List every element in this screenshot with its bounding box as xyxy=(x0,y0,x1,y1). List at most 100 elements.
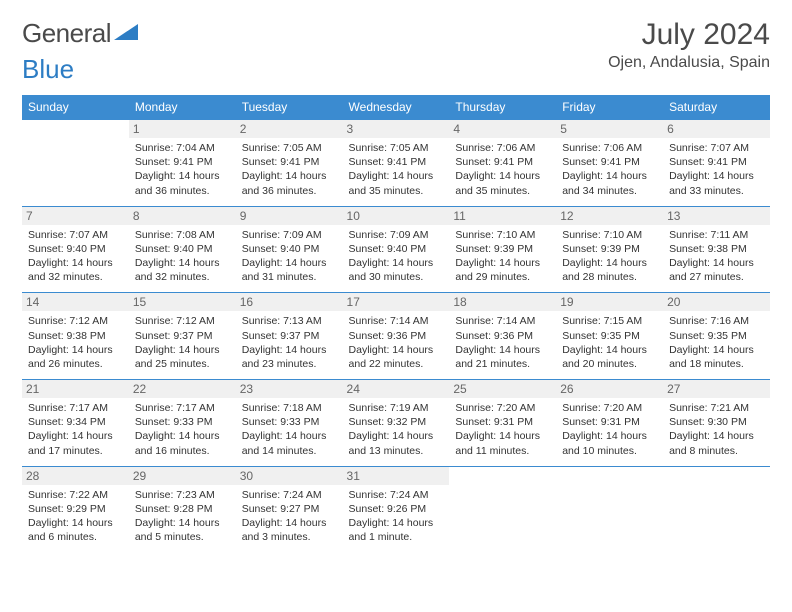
day-number: 4 xyxy=(449,120,556,138)
day-details: Sunrise: 7:08 AMSunset: 9:40 PMDaylight:… xyxy=(135,228,230,285)
calendar-day-cell: 23 Sunrise: 7:18 AMSunset: 9:33 PMDayligh… xyxy=(236,380,343,467)
calendar-day-cell: 20 Sunrise: 7:16 AMSunset: 9:35 PMDayligh… xyxy=(663,293,770,380)
day-details: Sunrise: 7:12 AMSunset: 9:37 PMDaylight:… xyxy=(135,314,230,371)
month-title: July 2024 xyxy=(608,18,770,52)
calendar-day-cell: 1 Sunrise: 7:04 AMSunset: 9:41 PMDaylight… xyxy=(129,120,236,207)
day-details: Sunrise: 7:17 AMSunset: 9:33 PMDaylight:… xyxy=(135,401,230,458)
calendar-day-cell: 24Sunrise: 7:19 AMSunset: 9:32 PMDayligh… xyxy=(343,380,450,467)
day-number: 11 xyxy=(449,207,556,225)
day-number: 27 xyxy=(663,380,770,398)
day-number: 24 xyxy=(343,380,450,398)
calendar-week-row: 14 Sunrise: 7:12 AMSunset: 9:38 PMDayligh… xyxy=(22,293,770,380)
day-details: Sunrise: 7:09 AMSunset: 9:40 PMDaylight:… xyxy=(349,228,444,285)
calendar-day-cell: 12 Sunrise: 7:10 AMSunset: 9:39 PMDayligh… xyxy=(556,206,663,293)
day-number: 8 xyxy=(129,207,236,225)
day-details: Sunrise: 7:18 AMSunset: 9:33 PMDaylight:… xyxy=(242,401,337,458)
title-block: July 2024 Ojen, Andalusia, Spain xyxy=(608,18,770,72)
day-details: Sunrise: 7:16 AMSunset: 9:35 PMDaylight:… xyxy=(669,314,764,371)
day-number: 25 xyxy=(449,380,556,398)
day-details: Sunrise: 7:24 AMSunset: 9:27 PMDaylight:… xyxy=(242,488,337,545)
day-details: Sunrise: 7:04 AMSunset: 9:41 PMDaylight:… xyxy=(135,141,230,198)
logo-triangle-icon xyxy=(114,23,140,41)
day-details: Sunrise: 7:07 AMSunset: 9:40 PMDaylight:… xyxy=(28,228,123,285)
day-number: 21 xyxy=(22,380,129,398)
calendar-day-cell: 6 Sunrise: 7:07 AMSunset: 9:41 PMDaylight… xyxy=(663,120,770,207)
day-details: Sunrise: 7:17 AMSunset: 9:34 PMDaylight:… xyxy=(28,401,123,458)
location: Ojen, Andalusia, Spain xyxy=(608,54,770,72)
calendar-day-cell: 3 Sunrise: 7:05 AMSunset: 9:41 PMDaylight… xyxy=(343,120,450,207)
calendar-day-cell: 2 Sunrise: 7:05 AMSunset: 9:41 PMDaylight… xyxy=(236,120,343,207)
day-number: 19 xyxy=(556,293,663,311)
day-number: 13 xyxy=(663,207,770,225)
day-number: 16 xyxy=(236,293,343,311)
calendar-day-cell: 8 Sunrise: 7:08 AMSunset: 9:40 PMDaylight… xyxy=(129,206,236,293)
day-details: Sunrise: 7:20 AMSunset: 9:31 PMDaylight:… xyxy=(455,401,550,458)
day-number: 1 xyxy=(129,120,236,138)
day-number: 20 xyxy=(663,293,770,311)
day-details: Sunrise: 7:13 AMSunset: 9:37 PMDaylight:… xyxy=(242,314,337,371)
day-details: Sunrise: 7:10 AMSunset: 9:39 PMDaylight:… xyxy=(455,228,550,285)
calendar-day-cell: 22 Sunrise: 7:17 AMSunset: 9:33 PMDayligh… xyxy=(129,380,236,467)
calendar-day-cell xyxy=(556,466,663,552)
day-number: 17 xyxy=(343,293,450,311)
day-details: Sunrise: 7:14 AMSunset: 9:36 PMDaylight:… xyxy=(349,314,444,371)
day-details: Sunrise: 7:21 AMSunset: 9:30 PMDaylight:… xyxy=(669,401,764,458)
weekday-header: Friday xyxy=(556,95,663,120)
day-details: Sunrise: 7:10 AMSunset: 9:39 PMDaylight:… xyxy=(562,228,657,285)
day-details: Sunrise: 7:15 AMSunset: 9:35 PMDaylight:… xyxy=(562,314,657,371)
day-number: 14 xyxy=(22,293,129,311)
calendar-day-cell: 21 Sunrise: 7:17 AMSunset: 9:34 PMDayligh… xyxy=(22,380,129,467)
day-details: Sunrise: 7:23 AMSunset: 9:28 PMDaylight:… xyxy=(135,488,230,545)
calendar-day-cell: 10Sunrise: 7:09 AMSunset: 9:40 PMDayligh… xyxy=(343,206,450,293)
calendar-body: 1 Sunrise: 7:04 AMSunset: 9:41 PMDaylight… xyxy=(22,120,770,553)
calendar-day-cell: 18Sunrise: 7:14 AMSunset: 9:36 PMDayligh… xyxy=(449,293,556,380)
day-number: 23 xyxy=(236,380,343,398)
weekday-header: Tuesday xyxy=(236,95,343,120)
day-number: 3 xyxy=(343,120,450,138)
day-number: 2 xyxy=(236,120,343,138)
calendar-day-cell xyxy=(663,466,770,552)
calendar-day-cell: 29 Sunrise: 7:23 AMSunset: 9:28 PMDayligh… xyxy=(129,466,236,552)
calendar-day-cell: 13 Sunrise: 7:11 AMSunset: 9:38 PMDayligh… xyxy=(663,206,770,293)
day-number: 26 xyxy=(556,380,663,398)
day-number: 22 xyxy=(129,380,236,398)
weekday-header: Wednesday xyxy=(343,95,450,120)
calendar-day-cell: 15Sunrise: 7:12 AMSunset: 9:37 PMDayligh… xyxy=(129,293,236,380)
day-number: 28 xyxy=(22,467,129,485)
calendar-day-cell: 19 Sunrise: 7:15 AMSunset: 9:35 PMDayligh… xyxy=(556,293,663,380)
day-number: 12 xyxy=(556,207,663,225)
day-details: Sunrise: 7:09 AMSunset: 9:40 PMDaylight:… xyxy=(242,228,337,285)
calendar-day-cell: 9 Sunrise: 7:09 AMSunset: 9:40 PMDaylight… xyxy=(236,206,343,293)
calendar-day-cell xyxy=(22,120,129,207)
logo: General xyxy=(22,18,140,49)
calendar-day-cell: 27 Sunrise: 7:21 AMSunset: 9:30 PMDayligh… xyxy=(663,380,770,467)
weekday-header: Sunday xyxy=(22,95,129,120)
weekday-header: Saturday xyxy=(663,95,770,120)
day-number: 30 xyxy=(236,467,343,485)
day-details: Sunrise: 7:12 AMSunset: 9:38 PMDaylight:… xyxy=(28,314,123,371)
weekday-header: Thursday xyxy=(449,95,556,120)
day-number: 6 xyxy=(663,120,770,138)
calendar-day-cell: 14 Sunrise: 7:12 AMSunset: 9:38 PMDayligh… xyxy=(22,293,129,380)
day-details: Sunrise: 7:06 AMSunset: 9:41 PMDaylight:… xyxy=(562,141,657,198)
calendar-day-cell: 16 Sunrise: 7:13 AMSunset: 9:37 PMDayligh… xyxy=(236,293,343,380)
day-number: 31 xyxy=(343,467,450,485)
calendar-day-cell: 28 Sunrise: 7:22 AMSunset: 9:29 PMDayligh… xyxy=(22,466,129,552)
day-details: Sunrise: 7:22 AMSunset: 9:29 PMDaylight:… xyxy=(28,488,123,545)
calendar-day-cell: 30 Sunrise: 7:24 AMSunset: 9:27 PMDayligh… xyxy=(236,466,343,552)
logo-text-1: General xyxy=(22,18,111,49)
day-details: Sunrise: 7:05 AMSunset: 9:41 PMDaylight:… xyxy=(242,141,337,198)
day-number: 9 xyxy=(236,207,343,225)
day-number: 29 xyxy=(129,467,236,485)
calendar-day-cell: 17 Sunrise: 7:14 AMSunset: 9:36 PMDayligh… xyxy=(343,293,450,380)
day-details: Sunrise: 7:11 AMSunset: 9:38 PMDaylight:… xyxy=(669,228,764,285)
calendar-day-cell: 25 Sunrise: 7:20 AMSunset: 9:31 PMDayligh… xyxy=(449,380,556,467)
day-details: Sunrise: 7:05 AMSunset: 9:41 PMDaylight:… xyxy=(349,141,444,198)
calendar-week-row: 21 Sunrise: 7:17 AMSunset: 9:34 PMDayligh… xyxy=(22,380,770,467)
calendar-week-row: 1 Sunrise: 7:04 AMSunset: 9:41 PMDaylight… xyxy=(22,120,770,207)
day-details: Sunrise: 7:06 AMSunset: 9:41 PMDaylight:… xyxy=(455,141,550,198)
calendar-day-cell: 7Sunrise: 7:07 AMSunset: 9:40 PMDaylight… xyxy=(22,206,129,293)
day-details: Sunrise: 7:14 AMSunset: 9:36 PMDaylight:… xyxy=(455,314,550,371)
calendar-day-cell: 4 Sunrise: 7:06 AMSunset: 9:41 PMDaylight… xyxy=(449,120,556,207)
day-details: Sunrise: 7:07 AMSunset: 9:41 PMDaylight:… xyxy=(669,141,764,198)
